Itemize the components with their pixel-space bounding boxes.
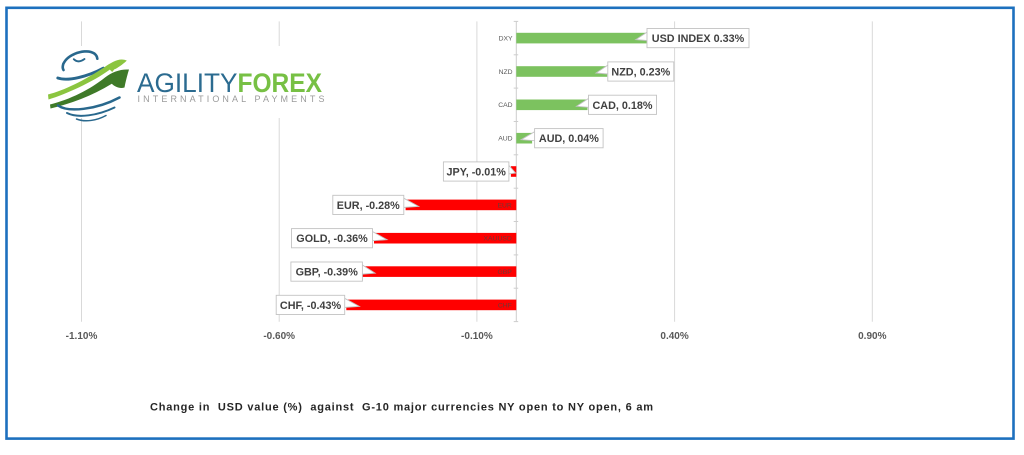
svg-text:EUR: EUR (497, 202, 511, 209)
svg-text:FOREX: FOREX (238, 68, 323, 98)
svg-text:AUD: AUD (498, 136, 512, 143)
svg-text:NZD: NZD (499, 69, 513, 76)
svg-text:CHF, -0.43%: CHF, -0.43% (280, 300, 342, 312)
svg-text:AUD, 0.04%: AUD, 0.04% (539, 133, 599, 145)
svg-text:DXY: DXY (499, 36, 513, 43)
svg-text:-1.10%: -1.10% (66, 331, 98, 342)
svg-text:-0.10%: -0.10% (461, 331, 493, 342)
svg-text:-0.60%: -0.60% (263, 331, 295, 342)
svg-text:GOLD, -0.36%: GOLD, -0.36% (296, 233, 368, 245)
svg-text:Change in USD value (%) agai: Change in USD value (%) against G-10 maj… (150, 402, 653, 414)
svg-text:XAUUSD: XAUUSD (483, 236, 511, 243)
svg-text:CAD: CAD (498, 102, 512, 109)
svg-text:EUR, -0.28%: EUR, -0.28% (337, 200, 400, 212)
svg-text:GBP, -0.39%: GBP, -0.39% (296, 267, 359, 279)
svg-text:0.40%: 0.40% (660, 331, 688, 342)
svg-text:USD INDEX 0.33%: USD INDEX 0.33% (652, 33, 745, 45)
svg-text:CHF: CHF (498, 302, 512, 309)
svg-text:AGILITY: AGILITY (137, 68, 238, 98)
svg-text:CAD, 0.18%: CAD, 0.18% (592, 100, 652, 112)
svg-text:0.90%: 0.90% (858, 331, 886, 342)
svg-text:JPY, -0.01%: JPY, -0.01% (446, 167, 506, 179)
svg-text:GBP: GBP (497, 269, 512, 276)
svg-text:NZD, 0.23%: NZD, 0.23% (611, 67, 670, 79)
